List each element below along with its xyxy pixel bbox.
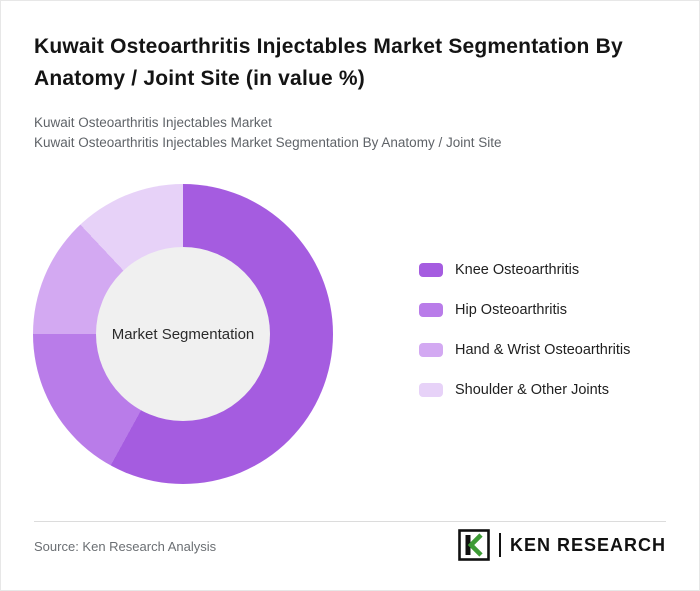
chart-title: Kuwait Osteoarthritis Injectables Market… — [34, 35, 623, 90]
footer-divider — [34, 521, 666, 522]
chart-subtitle: Kuwait Osteoarthritis Injectables Market… — [34, 113, 674, 153]
legend-label: Knee Osteoarthritis — [455, 262, 580, 278]
brand-logo: KEN RESEARCH — [458, 529, 666, 561]
subtitle-line-1: Kuwait Osteoarthritis Injectables Market — [34, 115, 272, 130]
legend-label: Hand & Wrist Osteoarthritis — [455, 342, 631, 358]
legend-swatch — [419, 383, 443, 397]
brand-name: KEN RESEARCH — [509, 534, 666, 555]
legend-label: Shoulder & Other Joints — [455, 382, 609, 398]
legend-item: Shoulder & Other Joints — [419, 382, 630, 398]
legend-swatch — [419, 263, 443, 277]
legend-label: Hip Osteoarthritis — [455, 302, 568, 318]
ken-research-k-icon — [458, 529, 490, 561]
donut-center-circle: Market Segmentation — [96, 247, 270, 421]
donut-chart-area: Market Segmentation — [33, 184, 333, 484]
subtitle-line-2: Kuwait Osteoarthritis Injectables Market… — [34, 135, 502, 150]
legend-item: Hand & Wrist Osteoarthritis — [419, 342, 630, 358]
donut-center-label: Market Segmentation — [111, 325, 255, 343]
legend-swatch — [419, 343, 443, 357]
legend-item: Hip Osteoarthritis — [419, 302, 630, 318]
legend-item: Knee Osteoarthritis — [419, 262, 630, 278]
legend-swatch — [419, 303, 443, 317]
source-note: Source: Ken Research Analysis — [34, 539, 217, 554]
chart-legend: Knee Osteoarthritis Hip Osteoarthritis H… — [419, 262, 630, 422]
brand-divider — [498, 533, 501, 557]
